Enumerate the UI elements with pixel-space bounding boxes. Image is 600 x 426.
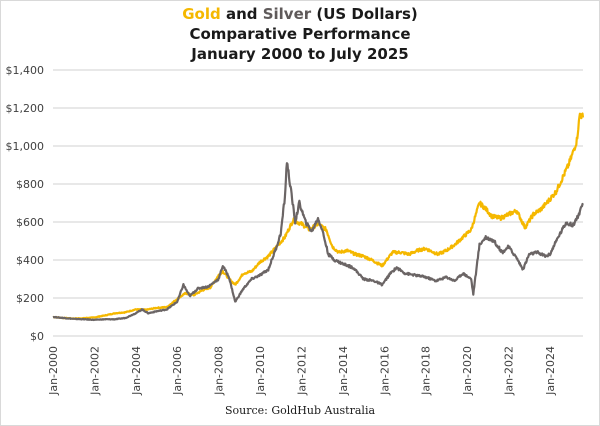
- x-tick-label: Jan-2018: [420, 346, 433, 396]
- y-tick-label: $800: [16, 178, 44, 191]
- title-and: and: [220, 5, 263, 23]
- y-tick-label: $1,400: [6, 64, 45, 77]
- gridlines: [53, 69, 583, 337]
- title-currency: (US Dollars): [311, 5, 418, 23]
- x-tick-label: Jan-2020: [461, 346, 474, 396]
- y-axis: $0 $200 $400 $600 $800 $1,000 $1,200 $1,400: [6, 64, 45, 343]
- y-tick-label: $200: [16, 292, 44, 305]
- x-tick-label: Jan-2002: [88, 346, 101, 396]
- chart-title-line3: January 2000 to July 2025: [191, 45, 409, 63]
- title-silver: Silver: [262, 5, 312, 23]
- x-tick-label: Jan-2008: [213, 346, 226, 396]
- x-tick-label: Jan-2012: [295, 346, 308, 396]
- series-lines: [52, 112, 585, 322]
- title-gold: Gold: [182, 5, 221, 23]
- x-tick-label: Jan-2014: [337, 346, 350, 396]
- x-tick-label: Jan-2022: [502, 346, 515, 396]
- chart-title-line2: Comparative Performance: [189, 25, 411, 43]
- x-tick-label: Jan-2024: [544, 346, 557, 396]
- series-line-gold: [52, 112, 585, 320]
- x-tick-label: Jan-2016: [378, 346, 391, 396]
- y-tick-label: $600: [16, 216, 44, 229]
- x-tick-label: Jan-2004: [130, 346, 143, 396]
- source-note: Source: GoldHub Australia: [224, 404, 376, 417]
- y-tick-label: $1,000: [6, 140, 45, 153]
- y-tick-label: $1,200: [6, 102, 45, 115]
- x-tick-label: Jan-2000: [47, 346, 60, 396]
- x-tick-label: Jan-2006: [171, 346, 184, 396]
- x-tick-label: Jan-2010: [254, 346, 267, 396]
- y-tick-label: $0: [30, 330, 44, 343]
- chart-title-line1: Gold and Silver (US Dollars): [0, 5, 600, 23]
- y-tick-label: $400: [16, 254, 44, 267]
- series-line-silver: [52, 162, 584, 322]
- x-axis: Jan-2000 Jan-2002 Jan-2004 Jan-2006 Jan-2008…: [47, 346, 557, 396]
